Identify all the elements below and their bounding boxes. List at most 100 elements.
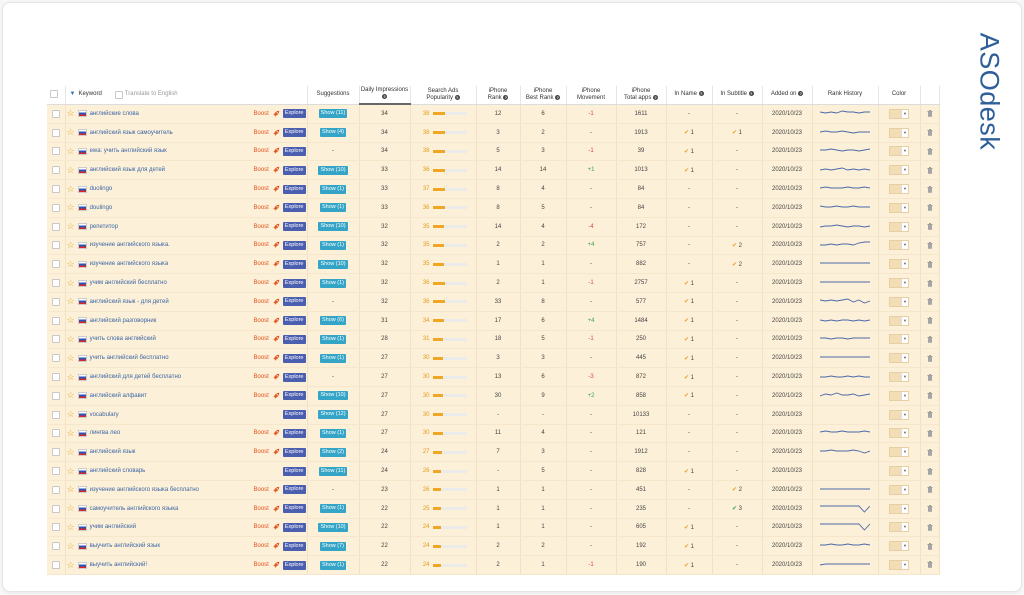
- trash-icon[interactable]: [927, 317, 933, 324]
- row-checkbox[interactable]: [51, 147, 60, 156]
- chevron-down-icon[interactable]: ▼: [901, 241, 908, 250]
- keyword-text[interactable]: английский словарь: [89, 468, 146, 475]
- star-icon[interactable]: ☆: [66, 484, 75, 495]
- color-cell[interactable]: ▼: [878, 555, 921, 575]
- info-icon[interactable]: ?: [748, 91, 754, 97]
- star-icon[interactable]: ☆: [66, 352, 75, 363]
- trash-icon[interactable]: [927, 411, 933, 418]
- row-checkbox[interactable]: [51, 203, 60, 212]
- delete-cell[interactable]: [920, 461, 940, 481]
- row-checkbox[interactable]: [51, 222, 60, 231]
- explore-button[interactable]: Explore: [282, 410, 306, 420]
- trash-icon[interactable]: [927, 524, 933, 531]
- star-icon[interactable]: ☆: [66, 277, 75, 288]
- info-icon[interactable]: ?: [382, 94, 387, 100]
- color-cell[interactable]: ▼: [878, 518, 921, 538]
- boost-link[interactable]: Boost: [253, 129, 269, 136]
- explore-button[interactable]: Explore: [282, 128, 306, 138]
- table-row[interactable]: ☆ английский разговорник Boost Explore Show …: [47, 311, 940, 331]
- show-suggestions-button[interactable]: Show (10): [318, 259, 348, 269]
- explore-button[interactable]: Explore: [282, 541, 306, 551]
- row-select-cell[interactable]: [47, 142, 66, 162]
- row-select-cell[interactable]: [47, 555, 66, 575]
- select-all-checkbox[interactable]: [50, 90, 58, 99]
- show-suggestions-button[interactable]: Show (1): [319, 504, 346, 514]
- star-icon[interactable]: ☆: [66, 390, 75, 401]
- chevron-down-icon[interactable]: ▼: [901, 542, 908, 551]
- boost-link[interactable]: Boost: [253, 505, 269, 512]
- keyword-text[interactable]: изучение английского языка.: [89, 242, 170, 249]
- star-icon[interactable]: ☆: [66, 221, 75, 232]
- table-row[interactable]: ☆ ewa: учить английский язык Boost Explore -…: [47, 142, 940, 162]
- delete-cell[interactable]: [920, 480, 940, 500]
- table-row[interactable]: ☆ английский язык - для детей Boost Explore…: [47, 292, 940, 312]
- show-suggestions-button[interactable]: Show (1): [319, 353, 346, 363]
- explore-button[interactable]: Explore: [282, 485, 306, 495]
- color-cell[interactable]: ▼: [878, 273, 921, 293]
- info-icon[interactable]: ?: [503, 94, 509, 100]
- boost-link[interactable]: Boost: [253, 449, 269, 456]
- color-picker[interactable]: ▼: [889, 522, 909, 533]
- star-icon[interactable]: ☆: [66, 427, 75, 438]
- row-checkbox[interactable]: [51, 166, 60, 175]
- color-cell[interactable]: ▼: [878, 179, 921, 199]
- trash-icon[interactable]: [927, 185, 933, 193]
- daily-impressions-header[interactable]: Daily Impressions ?: [359, 86, 411, 105]
- boost-link[interactable]: Boost: [253, 298, 269, 305]
- delete-cell[interactable]: [920, 273, 940, 293]
- keyword-text[interactable]: учить английский бесплатно: [89, 355, 169, 362]
- in-name-header[interactable]: In Name ?: [666, 86, 713, 105]
- trash-icon[interactable]: [927, 298, 933, 306]
- color-cell[interactable]: ▼: [878, 160, 921, 181]
- show-suggestions-button[interactable]: Show (10): [318, 391, 348, 401]
- color-cell[interactable]: ▼: [878, 480, 921, 500]
- boost-link[interactable]: Boost: [253, 562, 269, 569]
- delete-cell[interactable]: [920, 367, 940, 387]
- table-row[interactable]: ☆ vocabulary Explore Show (12) 27 30- - -10133-…: [47, 405, 940, 425]
- row-checkbox[interactable]: [51, 429, 60, 438]
- explore-button[interactable]: Explore: [282, 278, 306, 288]
- keyword-text[interactable]: doulingo: [89, 204, 113, 211]
- keyword-text[interactable]: английский алфавит: [89, 392, 147, 399]
- trash-icon[interactable]: [927, 110, 933, 117]
- star-icon[interactable]: ☆: [66, 145, 75, 156]
- iphone-rank-header[interactable]: iPhone Rank ?: [476, 86, 521, 105]
- trash-icon[interactable]: [927, 204, 933, 212]
- delete-cell[interactable]: [920, 499, 940, 519]
- keyword-text[interactable]: выучить английский язык: [89, 543, 160, 550]
- delete-cell[interactable]: [920, 311, 940, 331]
- color-picker[interactable]: ▼: [889, 221, 909, 232]
- select-all-cell[interactable]: [47, 86, 66, 105]
- row-checkbox[interactable]: [51, 279, 60, 288]
- color-cell[interactable]: ▼: [878, 217, 921, 237]
- star-icon[interactable]: ☆: [66, 258, 75, 269]
- boost-link[interactable]: Boost: [253, 204, 269, 211]
- explore-button[interactable]: Explore: [282, 259, 306, 269]
- color-cell[interactable]: ▼: [878, 499, 921, 519]
- color-picker[interactable]: ▼: [889, 259, 909, 270]
- show-suggestions-button[interactable]: Show (1): [319, 278, 346, 288]
- boost-link[interactable]: Boost: [253, 486, 269, 493]
- explore-button[interactable]: Explore: [282, 447, 306, 457]
- show-suggestions-button[interactable]: Show (1): [319, 560, 346, 570]
- color-picker[interactable]: ▼: [889, 334, 909, 345]
- delete-cell[interactable]: [920, 236, 940, 256]
- show-suggestions-button[interactable]: Show (4): [319, 128, 346, 138]
- explore-button[interactable]: Explore: [282, 504, 306, 514]
- row-checkbox[interactable]: [51, 185, 60, 194]
- color-cell[interactable]: ▼: [878, 236, 921, 256]
- trash-icon[interactable]: [927, 354, 933, 362]
- color-cell[interactable]: ▼: [878, 311, 921, 331]
- explore-button[interactable]: Explore: [282, 109, 306, 119]
- color-picker[interactable]: ▼: [889, 108, 909, 119]
- chevron-down-icon[interactable]: ▼: [901, 185, 908, 194]
- trash-icon[interactable]: [927, 223, 933, 230]
- color-cell[interactable]: ▼: [878, 536, 921, 557]
- star-icon[interactable]: ☆: [66, 371, 75, 382]
- color-cell[interactable]: ▼: [878, 442, 921, 463]
- table-row[interactable]: ☆ doulingo Boost Explore Show (1) 33 36 8 5-84- -…: [47, 198, 940, 218]
- translate-toggle[interactable]: Translate to English: [114, 90, 178, 99]
- trash-icon[interactable]: [927, 561, 933, 569]
- show-suggestions-button[interactable]: Show (10): [318, 165, 348, 175]
- table-row[interactable]: ☆ английский для детей бесплатно Boost Expl…: [47, 367, 940, 387]
